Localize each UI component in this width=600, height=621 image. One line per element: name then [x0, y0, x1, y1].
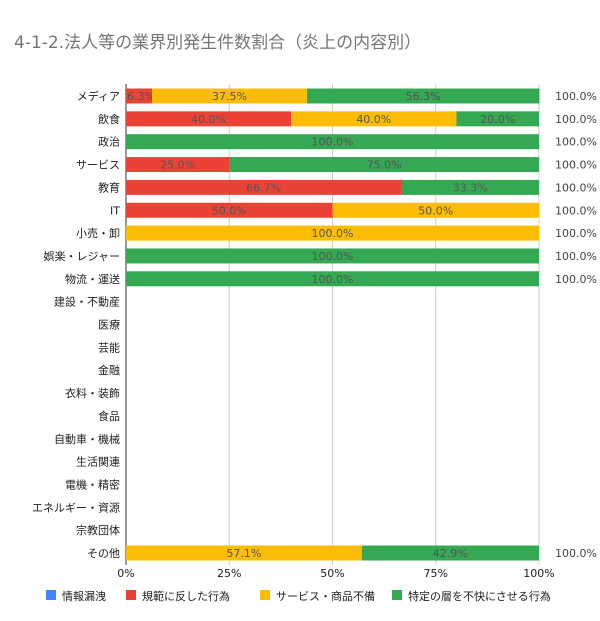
category-label: 教育 [98, 180, 120, 194]
legend-label: サービス・商品不備 [276, 589, 375, 603]
bar-segment [126, 225, 539, 241]
chart-title: 4-1-2.法人等の業界別発生件数割合（炎上の内容別） [14, 33, 422, 53]
data-label: 75.0% [367, 159, 402, 172]
bar-segment [126, 134, 539, 150]
category-label: 医療 [98, 318, 120, 332]
category-label: 政治 [98, 135, 120, 149]
data-label: 40.0% [356, 113, 391, 126]
data-label: 56.3% [406, 90, 441, 103]
category-label: エネルギー・資源 [32, 500, 120, 514]
legend-swatch [46, 590, 56, 600]
bar-segment [126, 157, 230, 173]
category-label: 芸能 [98, 340, 120, 354]
total-label: 100.0% [555, 181, 597, 194]
bar-segment [126, 271, 539, 287]
data-label: 100.0% [312, 250, 354, 263]
category-label: メディア [77, 89, 120, 103]
category-label: IT [110, 204, 120, 217]
legend-swatch [260, 590, 270, 600]
legend-label: 規範に反した行為 [142, 589, 230, 603]
legend-swatch [392, 590, 402, 600]
data-label: 57.1% [226, 547, 261, 560]
total-label: 100.0% [555, 113, 597, 126]
category-label: 飲食 [98, 112, 120, 126]
data-label: 6.3% [127, 90, 155, 103]
category-label: 電機・精密 [65, 477, 120, 491]
data-label: 50.0% [212, 204, 247, 217]
data-label: 37.5% [212, 90, 247, 103]
total-label: 100.0% [555, 204, 597, 217]
bar-segment [229, 157, 539, 173]
bar-segment [456, 111, 539, 127]
total-label: 100.0% [555, 250, 597, 263]
data-label: 25.0% [160, 159, 195, 172]
data-label: 100.0% [312, 273, 354, 286]
bar-segment [306, 88, 540, 104]
data-label: 66.7% [246, 181, 281, 194]
data-label: 50.0% [418, 204, 453, 217]
category-label: その他 [87, 547, 120, 560]
category-label: 娯楽・レジャー [44, 249, 120, 263]
x-tick-label: 100% [523, 567, 554, 580]
data-label: 33.3% [453, 181, 488, 194]
total-label: 100.0% [555, 136, 597, 149]
bar-segment [401, 179, 539, 195]
legend-swatch [126, 590, 136, 600]
category-label: 食品 [98, 409, 120, 423]
bar-segment [126, 202, 333, 218]
legend-label: 特定の層を不快にさせる行為 [408, 589, 551, 603]
bar-segment [361, 545, 539, 561]
category-label: 宗教団体 [76, 523, 120, 537]
data-label: 100.0% [312, 136, 354, 149]
total-label: 100.0% [555, 273, 597, 286]
category-label: 自動車・機械 [54, 432, 120, 446]
x-tick-label: 25% [217, 567, 241, 580]
category-label: 建設・不動産 [54, 295, 120, 309]
bar-segment [126, 88, 153, 104]
bar-segment [126, 545, 362, 561]
category-label: 生活関連 [76, 455, 120, 469]
bar-segment [126, 111, 292, 127]
bar-segment [291, 111, 457, 127]
total-label: 100.0% [555, 227, 597, 240]
x-tick-label: 50% [320, 567, 344, 580]
data-label: 42.9% [433, 547, 468, 560]
bar-segment [152, 88, 307, 104]
legend-label: 情報漏洩 [62, 589, 106, 603]
x-tick-label: 0% [117, 567, 134, 580]
data-label: 40.0% [191, 113, 226, 126]
bar-segment [126, 179, 402, 195]
category-label: 衣料・装飾 [65, 386, 120, 400]
data-label: 20.0% [480, 113, 515, 126]
x-tick-label: 75% [424, 567, 448, 580]
total-label: 100.0% [555, 547, 597, 560]
category-label: 小売・卸 [76, 226, 120, 240]
category-label: 物流・運送 [65, 272, 120, 286]
bar-segment [332, 202, 539, 218]
category-label: サービス [76, 159, 120, 172]
total-label: 100.0% [555, 90, 597, 103]
category-label: 金融 [98, 363, 120, 377]
data-label: 100.0% [312, 227, 354, 240]
bar-segment [126, 248, 539, 264]
total-label: 100.0% [555, 159, 597, 172]
